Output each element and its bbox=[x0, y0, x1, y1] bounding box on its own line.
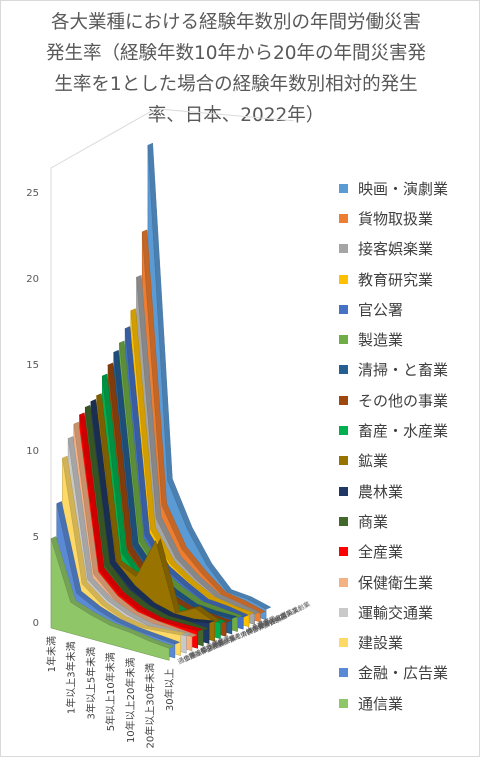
y-tick-label: 0 bbox=[33, 618, 39, 629]
legend-item: 映画・演劇業 bbox=[339, 173, 479, 203]
legend: 映画・演劇業 貨物取扱業接客娯楽業教育研究業官公署製造業清掃・と畜業 その他の事業畜… bbox=[339, 173, 479, 718]
legend-label: 農林業 bbox=[358, 482, 404, 501]
legend-label: その他の事業 bbox=[358, 391, 449, 410]
legend-swatch bbox=[339, 365, 348, 375]
legend-swatch bbox=[339, 698, 348, 708]
legend-swatch bbox=[339, 668, 348, 678]
legend-item: 全産業 bbox=[339, 537, 479, 567]
legend-item: 製造業 bbox=[339, 324, 479, 354]
y-tick-label: 5 bbox=[33, 532, 39, 543]
legend-label: 製造業 bbox=[358, 331, 404, 350]
series-area-face bbox=[50, 538, 170, 661]
legend-label: 商業 bbox=[358, 512, 389, 531]
legend-item: 教育研究業 bbox=[339, 264, 479, 294]
legend-swatch bbox=[339, 456, 348, 466]
legend-item: 畜産・水産業 bbox=[339, 415, 479, 445]
legend-swatch bbox=[339, 607, 348, 617]
legend-item: 建設業 bbox=[339, 627, 479, 657]
legend-swatch bbox=[339, 244, 348, 254]
legend-label: 映画・演劇業 bbox=[358, 179, 449, 198]
legend-label: 保健衛生業 bbox=[358, 573, 434, 592]
legend-item: 保健衛生業 bbox=[339, 567, 479, 597]
legend-item: その他の事業 bbox=[339, 385, 479, 415]
legend-item: 清掃・と畜業 bbox=[339, 355, 479, 385]
legend-item: 農林業 bbox=[339, 476, 479, 506]
legend-label: 建設業 bbox=[358, 634, 404, 653]
chart-title-line: 発生率（経験年数10年から20年の年間災害発 bbox=[45, 43, 427, 64]
legend-swatch bbox=[339, 547, 348, 557]
legend-item: 接客娯楽業 bbox=[339, 234, 479, 264]
x-category-label: 1年未満 bbox=[45, 636, 58, 672]
legend-item: 金融・広告業 bbox=[339, 658, 479, 688]
x-category-label: 5年以上10年未満 bbox=[104, 652, 117, 731]
legend-swatch bbox=[339, 274, 348, 284]
x-category-label: 20年以上30年未満 bbox=[144, 663, 157, 748]
legend-swatch bbox=[339, 638, 348, 648]
series-area bbox=[50, 536, 175, 661]
legend-label: 全産業 bbox=[358, 543, 404, 562]
legend-item: 貨物取扱業 bbox=[339, 203, 479, 233]
legend-label: 畜産・水産業 bbox=[358, 422, 449, 441]
y-tick-label: 10 bbox=[26, 446, 39, 457]
legend-label: 金融・広告業 bbox=[358, 664, 449, 683]
legend-label: 教育研究業 bbox=[358, 270, 434, 289]
x-category-label: 30年以上 bbox=[163, 668, 176, 711]
legend-swatch bbox=[339, 183, 348, 193]
legend-label: 接客娯楽業 bbox=[358, 240, 434, 259]
legend-label: 運輸交通業 bbox=[358, 603, 434, 622]
legend-item: 官公署 bbox=[339, 294, 479, 324]
legend-label: 通信業 bbox=[358, 694, 404, 713]
wall-top-edge bbox=[50, 108, 156, 169]
legend-label: 貨物取扱業 bbox=[358, 209, 434, 228]
chart-title-line: 生率を1とした場合の経験年数別相対的発生 bbox=[54, 74, 418, 95]
y-tick-label: 25 bbox=[26, 188, 39, 199]
legend-swatch bbox=[339, 516, 348, 526]
legend-label: 清掃・と畜業 bbox=[358, 361, 449, 380]
x-category-label: 10年以上20年未満 bbox=[124, 658, 137, 743]
legend-swatch bbox=[339, 335, 348, 345]
wall-back-edge bbox=[155, 108, 294, 122]
legend-item: 商業 bbox=[339, 506, 479, 536]
legend-item: 通信業 bbox=[339, 688, 479, 718]
legend-label: 官公署 bbox=[358, 300, 404, 319]
y-tick-label: 15 bbox=[26, 360, 39, 371]
legend-swatch bbox=[339, 213, 348, 223]
legend-swatch bbox=[339, 395, 348, 405]
chart-title-line: 各大業種における経験年数別の年間労働災害 bbox=[50, 12, 421, 33]
legend-swatch bbox=[339, 486, 348, 496]
x-category-label: 3年以上5年未満 bbox=[84, 647, 97, 720]
legend-label: 鉱業 bbox=[358, 452, 389, 471]
legend-item: 鉱業 bbox=[339, 446, 479, 476]
legend-swatch bbox=[339, 426, 348, 436]
legend-item: 運輸交通業 bbox=[339, 597, 479, 627]
x-category-label: 1年以上3年未満 bbox=[65, 641, 78, 714]
legend-swatch bbox=[339, 577, 348, 587]
legend-swatch bbox=[339, 304, 348, 314]
y-tick-label: 20 bbox=[26, 274, 39, 285]
